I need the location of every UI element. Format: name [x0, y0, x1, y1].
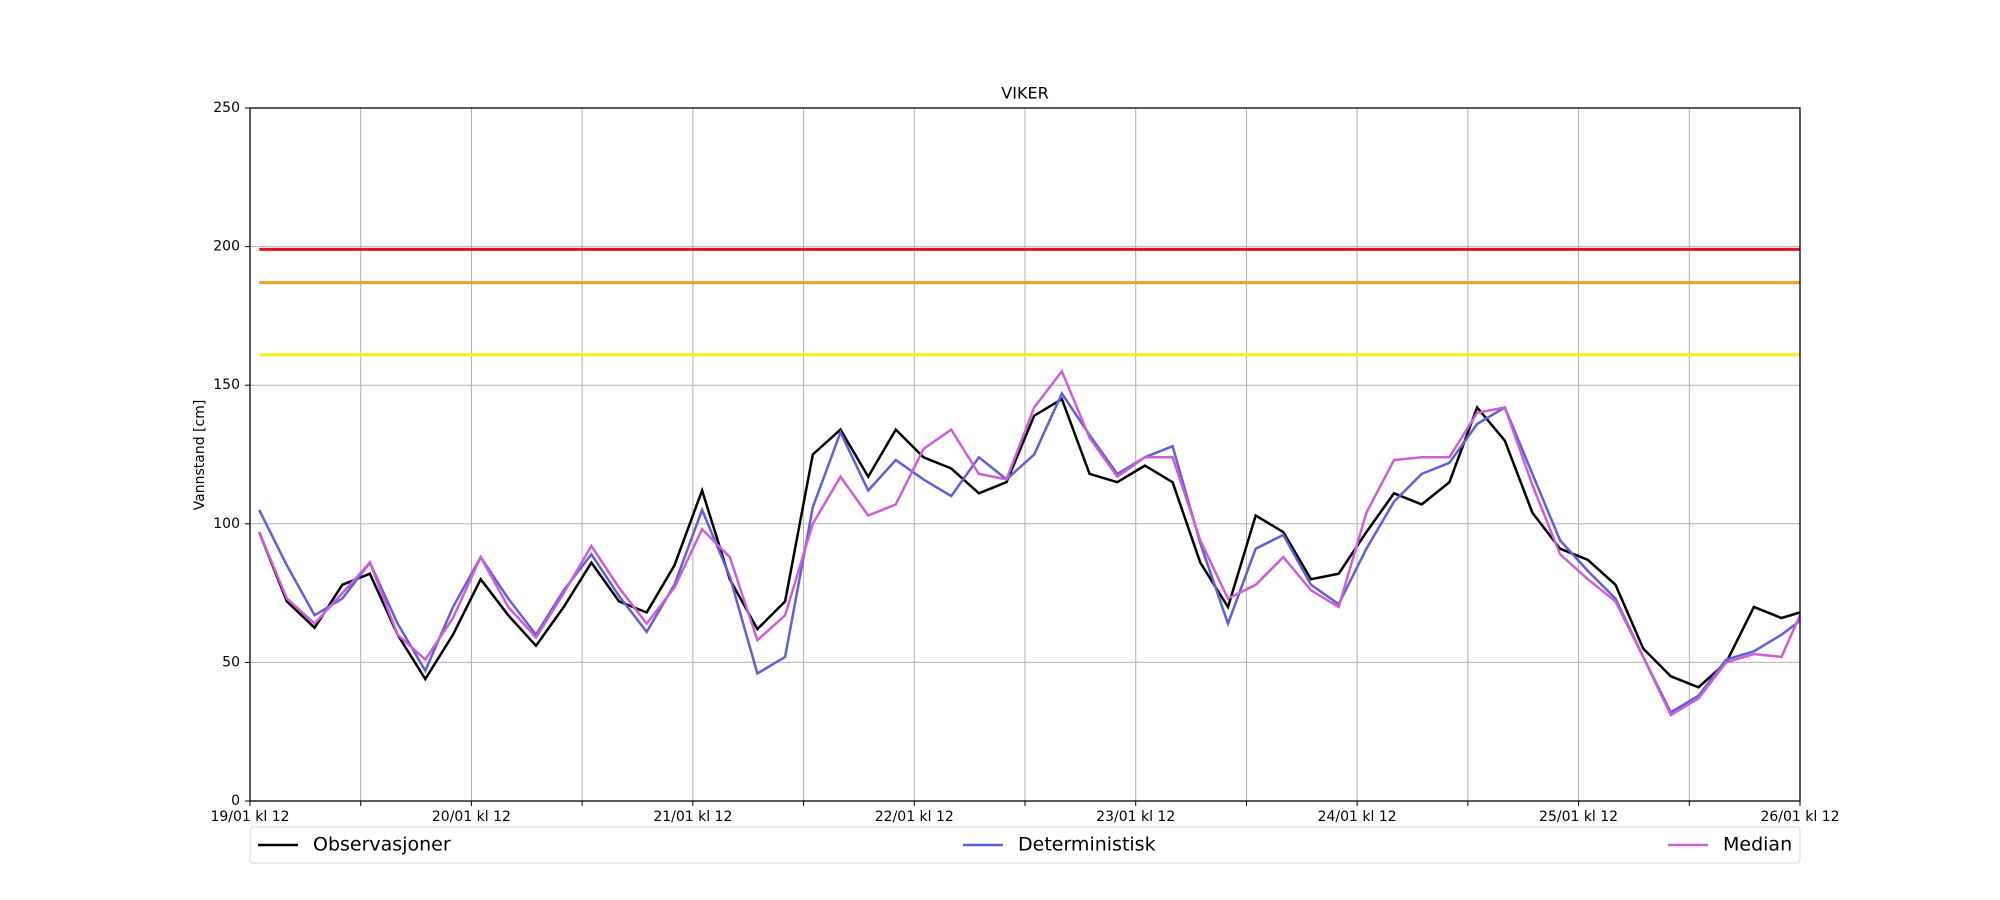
legend-label: Deterministisk: [1018, 834, 1156, 856]
series-line: [258, 368, 1802, 717]
x-tick-label: 26/01 kl 12: [1760, 809, 1839, 825]
y-tick-label: 50: [222, 654, 240, 670]
legend: [249, 826, 1801, 864]
y-tick-label: 200: [213, 239, 240, 255]
legend-label: Observasjoner: [313, 834, 451, 856]
x-tick-label: 19/01 kl 12: [210, 809, 289, 825]
plot-frame: [249, 107, 1801, 802]
y-tick-label: 250: [213, 100, 240, 116]
legend-label: Median: [1723, 834, 1792, 856]
y-tick-label: 100: [213, 516, 240, 532]
y-tick-label: 150: [213, 377, 240, 393]
series-line: [258, 397, 1801, 689]
x-tick-label: 21/01 kl 12: [653, 809, 732, 825]
y-axis-label: Vannstand [cm]: [192, 400, 208, 511]
x-tick-label: 22/01 kl 12: [875, 809, 954, 825]
x-tick-label: 23/01 kl 12: [1096, 809, 1175, 825]
series-line: [258, 390, 1801, 715]
chart-title: VIKER: [1001, 84, 1048, 103]
x-tick-label: 24/01 kl 12: [1318, 809, 1397, 825]
x-tick-label: 20/01 kl 12: [432, 809, 511, 825]
y-tick-label: 0: [231, 793, 240, 809]
x-tick-label: 25/01 kl 12: [1539, 809, 1618, 825]
